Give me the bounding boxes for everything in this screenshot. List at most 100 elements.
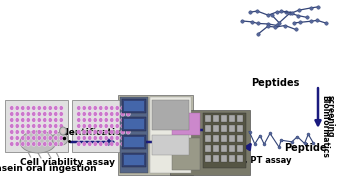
Ellipse shape — [77, 124, 81, 128]
Bar — [237, 135, 243, 142]
Ellipse shape — [82, 118, 86, 122]
Ellipse shape — [42, 136, 47, 140]
Ellipse shape — [10, 118, 14, 122]
Ellipse shape — [53, 130, 58, 134]
Ellipse shape — [88, 142, 92, 146]
Bar — [213, 145, 219, 152]
Bar — [122, 99, 146, 113]
Bar — [5, 100, 68, 152]
Ellipse shape — [53, 142, 58, 146]
Ellipse shape — [26, 136, 30, 140]
Text: Peptide: Peptide — [284, 143, 326, 153]
Ellipse shape — [93, 106, 97, 110]
Ellipse shape — [110, 124, 114, 128]
Ellipse shape — [32, 142, 36, 146]
Ellipse shape — [48, 118, 52, 122]
Bar — [205, 145, 211, 152]
Ellipse shape — [48, 136, 52, 140]
Bar — [221, 135, 227, 142]
Ellipse shape — [59, 127, 67, 135]
Ellipse shape — [93, 112, 97, 116]
Bar — [237, 115, 243, 122]
Ellipse shape — [115, 136, 119, 140]
Ellipse shape — [110, 106, 114, 110]
Bar — [229, 135, 235, 142]
Ellipse shape — [93, 142, 97, 146]
Ellipse shape — [99, 118, 103, 122]
Ellipse shape — [10, 124, 14, 128]
Ellipse shape — [53, 118, 58, 122]
Ellipse shape — [37, 112, 41, 116]
Ellipse shape — [15, 106, 19, 110]
Ellipse shape — [26, 130, 30, 134]
Ellipse shape — [99, 142, 103, 146]
Bar — [213, 155, 219, 162]
Ellipse shape — [126, 118, 130, 122]
Bar — [152, 100, 189, 130]
Ellipse shape — [32, 106, 36, 110]
Bar — [221, 125, 227, 132]
Ellipse shape — [20, 131, 56, 153]
Ellipse shape — [53, 106, 58, 110]
Ellipse shape — [110, 136, 114, 140]
Ellipse shape — [104, 136, 108, 140]
Ellipse shape — [88, 112, 92, 116]
Ellipse shape — [52, 132, 68, 146]
Ellipse shape — [48, 142, 52, 146]
Ellipse shape — [21, 136, 25, 140]
Bar — [124, 119, 144, 129]
Ellipse shape — [59, 112, 63, 116]
Ellipse shape — [15, 136, 19, 140]
Bar — [229, 155, 235, 162]
Bar — [120, 97, 148, 173]
Ellipse shape — [121, 118, 125, 122]
Ellipse shape — [42, 118, 47, 122]
Ellipse shape — [121, 112, 125, 116]
Ellipse shape — [110, 118, 114, 122]
Ellipse shape — [126, 106, 130, 110]
Ellipse shape — [32, 130, 36, 134]
Bar — [72, 100, 135, 152]
Ellipse shape — [77, 106, 81, 110]
Ellipse shape — [77, 130, 81, 134]
Bar — [203, 113, 246, 168]
Text: Cell viability assay: Cell viability assay — [20, 158, 116, 167]
Text: Casein oral ingestion: Casein oral ingestion — [0, 164, 97, 173]
Ellipse shape — [59, 124, 63, 128]
Ellipse shape — [77, 142, 81, 146]
Ellipse shape — [21, 130, 25, 134]
Text: screening: screening — [326, 95, 335, 138]
Bar — [213, 115, 219, 122]
Ellipse shape — [110, 130, 114, 134]
Ellipse shape — [61, 129, 65, 133]
Ellipse shape — [82, 142, 86, 146]
Ellipse shape — [104, 118, 108, 122]
Bar — [124, 101, 144, 111]
Ellipse shape — [99, 124, 103, 128]
Ellipse shape — [88, 124, 92, 128]
Ellipse shape — [88, 130, 92, 134]
Text: TT, APTT, PT assay: TT, APTT, PT assay — [204, 156, 292, 165]
Bar — [205, 125, 211, 132]
Ellipse shape — [93, 118, 97, 122]
Ellipse shape — [82, 130, 86, 134]
Ellipse shape — [32, 136, 36, 140]
Text: Bioinformatics: Bioinformatics — [320, 95, 329, 158]
Ellipse shape — [21, 112, 25, 116]
Ellipse shape — [121, 142, 125, 146]
Ellipse shape — [126, 130, 130, 134]
Ellipse shape — [104, 124, 108, 128]
Ellipse shape — [77, 118, 81, 122]
Bar — [229, 145, 235, 152]
Ellipse shape — [126, 136, 130, 140]
Ellipse shape — [59, 142, 63, 146]
Ellipse shape — [115, 142, 119, 146]
Ellipse shape — [26, 118, 30, 122]
Ellipse shape — [48, 106, 52, 110]
Bar — [213, 125, 219, 132]
Ellipse shape — [115, 112, 119, 116]
Ellipse shape — [126, 142, 130, 146]
Bar — [237, 155, 243, 162]
Ellipse shape — [42, 124, 47, 128]
Bar — [229, 115, 235, 122]
